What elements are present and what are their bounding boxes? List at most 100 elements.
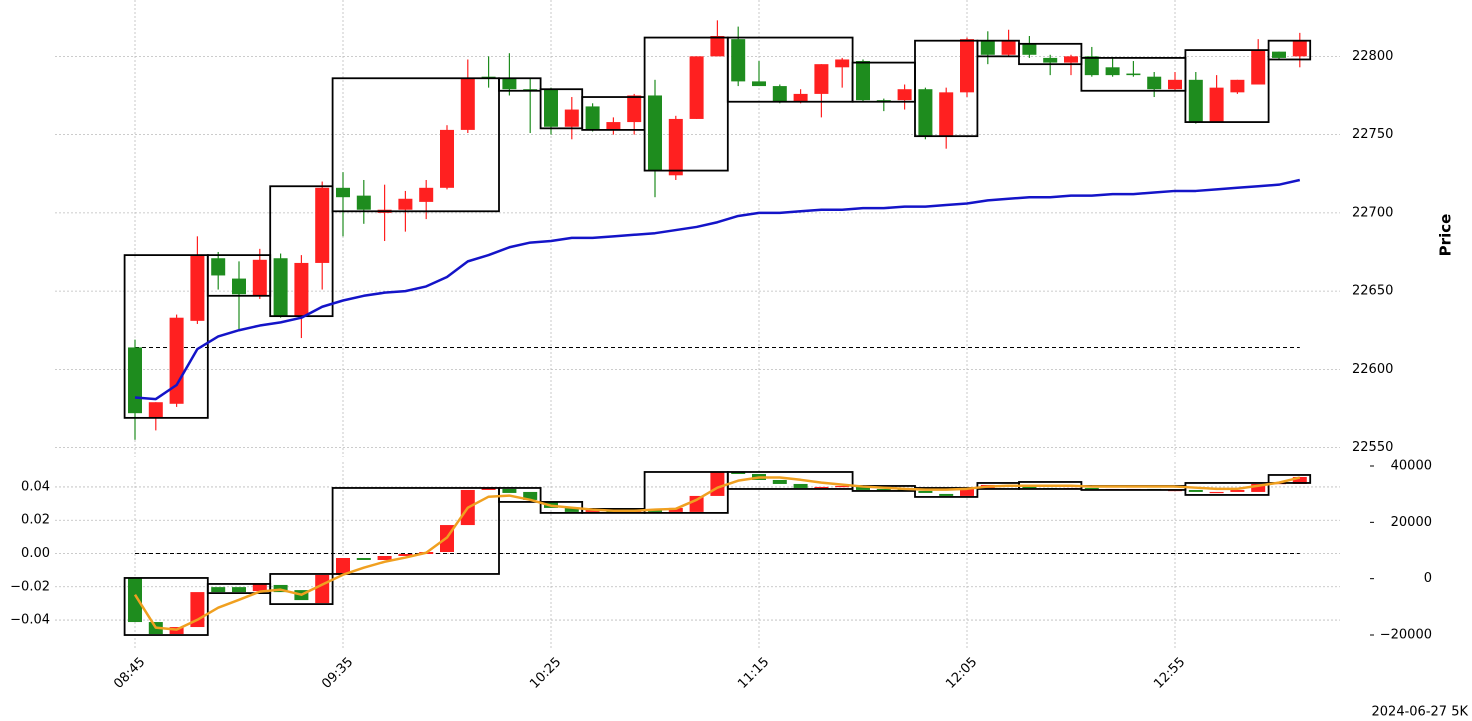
y-tick-label: 22750 <box>1352 127 1393 142</box>
y-tick-label: 22550 <box>1352 440 1393 455</box>
candle-body <box>960 39 974 93</box>
candle-body <box>1188 79 1203 123</box>
candle-body <box>1147 76 1162 90</box>
candle-body <box>252 583 267 592</box>
candle-body <box>876 488 891 491</box>
candle-body <box>1105 67 1120 76</box>
candle-body <box>502 78 517 90</box>
candle-body <box>232 278 246 295</box>
candle-body <box>128 347 142 414</box>
candle-body <box>1209 87 1224 123</box>
range-box <box>498 77 542 92</box>
y2-tick-label: −20000 <box>1380 628 1432 643</box>
candle-body <box>814 486 829 489</box>
candle-body <box>1064 56 1078 63</box>
candle-body <box>315 187 330 263</box>
candle-body <box>1272 51 1286 58</box>
range-box <box>331 77 500 213</box>
candle-body <box>128 577 142 623</box>
candle-body <box>585 106 600 130</box>
candle-body <box>481 487 496 490</box>
range-box <box>269 185 334 318</box>
candle-body <box>419 187 434 202</box>
candle-body <box>252 259 267 296</box>
range-box <box>1018 42 1083 66</box>
candle-body <box>1292 40 1307 57</box>
x-tick-label: 09:35 <box>319 655 356 692</box>
y-tick-label: 0.02 <box>21 513 50 528</box>
candle-body <box>1251 50 1266 85</box>
candle-body <box>1209 491 1224 494</box>
y-tick-label: 0.04 <box>21 479 50 494</box>
candle-body <box>294 262 309 317</box>
line-series <box>134 178 1301 401</box>
candle-body <box>939 92 954 137</box>
range-box <box>1267 39 1312 61</box>
candle-body <box>1022 486 1037 489</box>
line-series <box>133 476 1301 631</box>
candle-body <box>856 61 870 101</box>
range-box <box>726 471 854 490</box>
y-tick-label: 22800 <box>1352 49 1393 64</box>
candle-body <box>793 93 808 102</box>
y2-tick-label: 0 <box>1424 571 1432 586</box>
candle-body <box>336 187 350 198</box>
candle-body <box>211 258 226 276</box>
x-tick-label: 08:45 <box>111 655 148 692</box>
candle-body <box>356 195 371 210</box>
candle-body <box>814 64 829 94</box>
candle-body <box>668 118 683 176</box>
range-box <box>1267 474 1312 484</box>
candle-body <box>1292 476 1307 484</box>
candle-body <box>772 86 787 102</box>
candle-body <box>1168 79 1182 90</box>
candle-body <box>1043 57 1058 63</box>
range-box <box>1184 482 1270 496</box>
candle-body <box>398 554 413 556</box>
candle-body <box>1251 483 1266 492</box>
candle-body <box>648 95 662 171</box>
candle-body <box>689 495 704 512</box>
x-tick-label: 11:15 <box>735 655 772 692</box>
candle-body <box>1230 79 1245 93</box>
candle-body <box>336 557 350 575</box>
candle-body <box>273 258 288 317</box>
candle-body <box>731 39 746 82</box>
range-box <box>123 577 209 636</box>
candle-body <box>710 471 725 496</box>
candle-body <box>148 402 163 418</box>
candle-body <box>689 56 704 119</box>
y-tick-label: 22600 <box>1352 362 1393 377</box>
y2-tick-label: 20000 <box>1391 515 1432 530</box>
range-box <box>914 487 979 498</box>
candle-body <box>440 129 454 188</box>
candle-body <box>648 509 662 512</box>
range-box <box>726 36 854 103</box>
candle-body <box>585 509 600 512</box>
candle-body <box>1022 43 1037 55</box>
candle-body <box>772 479 787 484</box>
range-box <box>269 573 334 605</box>
candle-body <box>190 255 205 321</box>
candle-body <box>835 59 850 68</box>
range-box <box>643 36 729 172</box>
range-box <box>1184 49 1270 123</box>
candle-body <box>1126 73 1141 76</box>
y-tick-label: 22700 <box>1352 205 1393 220</box>
range-box <box>331 487 500 575</box>
x-tick-label: 12:55 <box>1151 655 1188 692</box>
candle-body <box>835 485 850 488</box>
candle-body <box>1230 489 1245 492</box>
candle-body <box>731 471 746 474</box>
candle-body <box>232 587 246 593</box>
footer: 2024-06-27 5K <box>1372 705 1469 720</box>
range-box <box>643 471 729 514</box>
y2-tick-label: 40000 <box>1391 458 1432 473</box>
candle-body <box>710 35 725 57</box>
candle-body <box>793 483 808 488</box>
y-tick-label: −0.04 <box>10 613 50 628</box>
candle-body <box>980 40 995 55</box>
candle-body <box>523 491 538 500</box>
